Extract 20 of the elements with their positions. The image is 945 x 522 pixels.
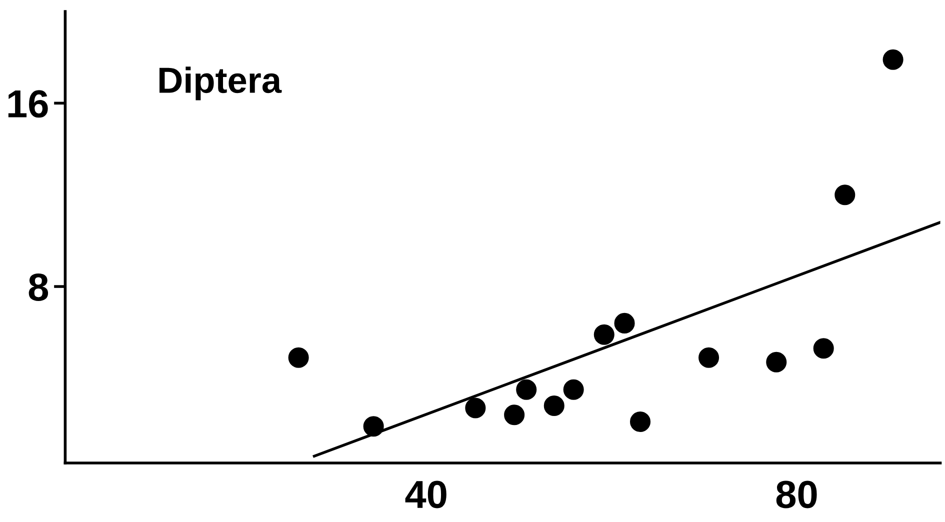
- y-tick-label: 8: [28, 273, 48, 301]
- point: [516, 379, 537, 400]
- point: [813, 338, 834, 359]
- point: [614, 312, 635, 334]
- point: [882, 49, 904, 70]
- point: [766, 352, 787, 372]
- point: [630, 411, 651, 432]
- point: [698, 347, 720, 368]
- x-tick-label: 80: [776, 480, 817, 508]
- point: [363, 416, 384, 437]
- point: [465, 398, 486, 418]
- point: [563, 379, 584, 400]
- point: [544, 395, 564, 416]
- x-tick-label: 40: [405, 480, 446, 508]
- annotation: Diptera: [160, 66, 282, 100]
- y-tick-label: 16: [8, 90, 48, 118]
- point: [288, 347, 309, 368]
- point: [594, 324, 614, 345]
- point: [834, 184, 856, 206]
- point: [504, 404, 525, 426]
